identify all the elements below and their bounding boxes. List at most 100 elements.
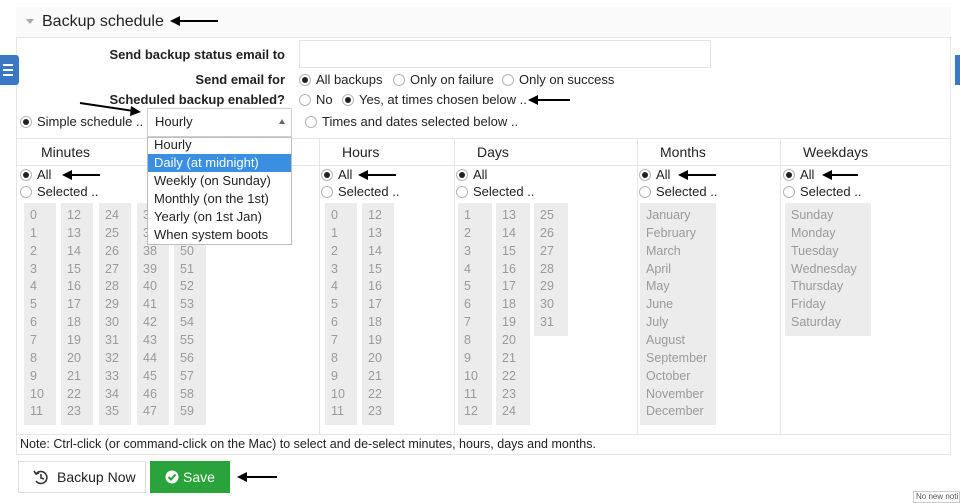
list-option[interactable]: 31: [105, 332, 119, 347]
list-option[interactable]: 43: [143, 332, 157, 347]
radio-label[interactable]: Selected ..: [800, 184, 862, 199]
radio-label[interactable]: Selected ..: [37, 184, 99, 199]
list-option[interactable]: 2: [30, 243, 37, 258]
select-list[interactable]: [362, 203, 396, 426]
dropdown-option[interactable]: Hourly: [154, 137, 192, 152]
list-option[interactable]: 11: [464, 386, 477, 401]
list-option[interactable]: 22: [67, 386, 81, 401]
radio-label[interactable]: Selected ..: [656, 184, 718, 199]
selected-radio[interactable]: [639, 186, 651, 198]
list-option[interactable]: 10: [331, 386, 345, 401]
list-option[interactable]: August: [646, 332, 685, 347]
list-option[interactable]: 47: [143, 404, 157, 419]
list-option[interactable]: 16: [368, 279, 382, 294]
list-option[interactable]: 24: [105, 208, 119, 222]
list-option[interactable]: 13: [502, 208, 516, 222]
radio-label[interactable]: All: [473, 167, 488, 182]
simple-schedule-radio[interactable]: [20, 116, 32, 128]
list-option[interactable]: 1: [30, 225, 37, 240]
list-option[interactable]: March: [646, 243, 681, 258]
list-option[interactable]: 6: [464, 297, 471, 312]
list-option[interactable]: 20: [502, 332, 516, 347]
list-option[interactable]: 4: [30, 279, 37, 294]
list-option[interactable]: 19: [368, 332, 382, 347]
list-option[interactable]: 15: [502, 243, 516, 258]
list-option[interactable]: 1: [331, 225, 338, 240]
list-option[interactable]: December: [646, 404, 704, 419]
list-option[interactable]: 28: [540, 261, 554, 276]
list-option[interactable]: 0: [331, 208, 338, 222]
list-option[interactable]: 6: [331, 315, 338, 330]
radio-label[interactable]: Simple schedule ..: [37, 114, 144, 129]
list-option[interactable]: 25: [105, 225, 119, 240]
select-list[interactable]: [640, 203, 718, 426]
select-list[interactable]: [785, 203, 873, 336]
send-email-radio[interactable]: [393, 74, 405, 86]
list-option[interactable]: April: [646, 261, 672, 276]
list-option[interactable]: 58: [180, 386, 194, 401]
list-option[interactable]: 17: [368, 297, 382, 312]
radio-label[interactable]: Selected ..: [473, 184, 535, 199]
list-option[interactable]: June: [646, 297, 674, 312]
all-radio[interactable]: [456, 169, 468, 181]
select-list[interactable]: [496, 203, 532, 426]
list-option[interactable]: Tuesday: [791, 243, 839, 258]
list-option[interactable]: 3: [464, 243, 471, 258]
list-option[interactable]: 10: [30, 386, 44, 401]
all-radio[interactable]: [20, 169, 32, 181]
list-option[interactable]: 13: [67, 225, 81, 240]
times-dates-radio[interactable]: [305, 116, 317, 128]
list-option[interactable]: Sunday: [791, 208, 834, 222]
list-option[interactable]: October: [646, 368, 691, 383]
list-option[interactable]: May: [646, 279, 670, 294]
list-option[interactable]: November: [646, 386, 704, 401]
save-button[interactable]: [150, 461, 230, 493]
list-option[interactable]: 54: [180, 315, 194, 330]
list-option[interactable]: 7: [464, 315, 471, 330]
list-option[interactable]: Monday: [791, 225, 836, 240]
list-option[interactable]: 1: [464, 208, 471, 222]
list-option[interactable]: 4: [464, 261, 471, 276]
list-option[interactable]: 29: [105, 297, 119, 312]
list-option[interactable]: 5: [464, 279, 471, 294]
radio-label[interactable]: All: [37, 167, 52, 182]
list-option[interactable]: 38: [143, 243, 157, 258]
select-value[interactable]: Hourly: [155, 114, 193, 129]
radio-label[interactable]: No: [316, 92, 333, 107]
list-option[interactable]: 46: [143, 386, 157, 401]
dropdown-option[interactable]: Yearly (on 1st Jan): [154, 209, 262, 224]
list-option[interactable]: 2: [464, 225, 471, 240]
list-option[interactable]: 18: [502, 297, 516, 312]
radio-label[interactable]: All: [338, 167, 353, 182]
list-option[interactable]: 28: [105, 279, 119, 294]
list-option[interactable]: 35: [105, 404, 119, 419]
side-menu-tab[interactable]: [0, 55, 19, 85]
list-option[interactable]: 15: [67, 261, 81, 276]
list-option[interactable]: 11: [331, 404, 344, 419]
selected-radio[interactable]: [783, 186, 795, 198]
enabled-radio[interactable]: [299, 94, 311, 106]
list-option[interactable]: 14: [67, 243, 81, 258]
list-option[interactable]: 21: [368, 368, 382, 383]
radio-label[interactable]: Only on failure: [410, 72, 494, 87]
email-input[interactable]: [299, 40, 711, 68]
list-option[interactable]: 40: [143, 279, 157, 294]
radio-label[interactable]: All: [656, 167, 671, 182]
list-option[interactable]: 8: [331, 350, 338, 365]
list-option[interactable]: 23: [67, 404, 81, 419]
list-option[interactable]: 23: [368, 404, 382, 419]
list-option[interactable]: 21: [67, 368, 81, 383]
radio-label[interactable]: All backups: [316, 72, 383, 87]
list-option[interactable]: 8: [464, 332, 471, 347]
list-option[interactable]: Friday: [791, 297, 826, 312]
radio-label[interactable]: Times and dates selected below ..: [322, 114, 519, 129]
list-option[interactable]: 7: [331, 332, 338, 347]
select-list[interactable]: [325, 203, 359, 426]
list-option[interactable]: 29: [540, 279, 554, 294]
radio-label[interactable]: Selected ..: [338, 184, 400, 199]
selected-radio[interactable]: [321, 186, 333, 198]
selected-radio[interactable]: [456, 186, 468, 198]
selected-radio[interactable]: [20, 186, 32, 198]
list-option[interactable]: 3: [30, 261, 37, 276]
list-option[interactable]: 9: [464, 350, 471, 365]
